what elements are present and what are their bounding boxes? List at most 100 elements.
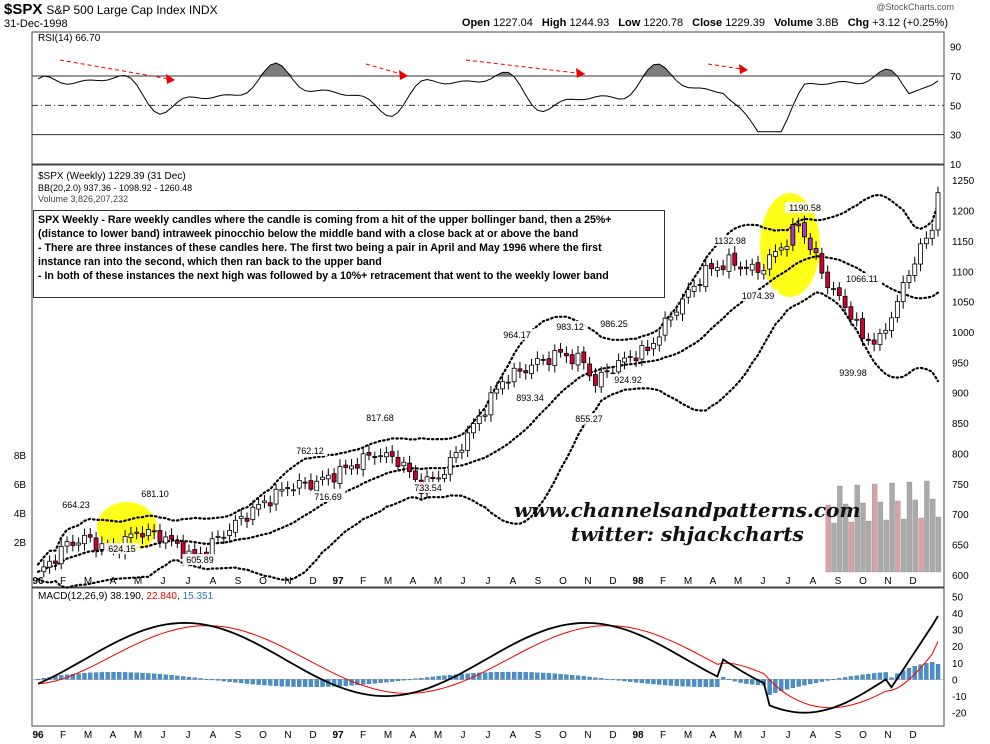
price-tick-label: 950	[952, 358, 969, 369]
macd-histogram-bar	[442, 675, 447, 680]
bollinger-upper	[36, 193, 940, 566]
price-label-bg	[709, 235, 751, 246]
macd-histogram-bar	[552, 673, 557, 680]
candle-body	[64, 541, 70, 547]
price-label-text: 964.17	[503, 330, 531, 340]
candle-body	[697, 284, 703, 286]
candle-body	[616, 360, 622, 373]
candle-body	[552, 350, 558, 366]
x-axis-label-macd: A	[410, 730, 417, 741]
rsi-tick-label: 50	[950, 101, 962, 112]
price-label-bg	[784, 202, 826, 213]
candle-body	[807, 237, 813, 251]
x-axis-label: A	[510, 576, 517, 587]
price-tick-label: 1100	[952, 267, 974, 278]
chart-date: 31-Dec-1998	[4, 18, 68, 30]
candle-body	[413, 470, 418, 480]
volume-bar	[837, 485, 843, 573]
candle-body	[848, 306, 854, 320]
macd-histogram-bar	[35, 679, 41, 681]
price-label-bg	[292, 445, 328, 456]
x-axis-label: 97	[332, 576, 344, 587]
macd-histogram-bar	[302, 679, 308, 687]
candle-body	[627, 355, 633, 358]
macd-histogram-bar	[430, 676, 435, 680]
macd-histogram-bar	[657, 679, 662, 685]
candle-body	[215, 535, 221, 538]
macd-histogram-bar	[918, 664, 923, 680]
macd-histogram-bar	[570, 675, 575, 680]
candle-body	[314, 480, 320, 492]
candle-body	[238, 515, 244, 519]
macd-histogram-bar	[709, 679, 714, 687]
candle-body	[517, 368, 523, 372]
price-tick-label: 750	[952, 480, 969, 491]
macd-histogram-bar	[221, 679, 226, 682]
macd-histogram-bar	[233, 679, 238, 683]
x-axis-label: J	[761, 576, 766, 587]
candle-body	[569, 354, 575, 365]
macd-histogram-bar	[575, 675, 581, 680]
x-axis-label: F	[60, 576, 66, 587]
x-axis-label: J	[161, 576, 166, 587]
price-label-bg	[410, 482, 446, 493]
macd-histogram-bar	[645, 679, 650, 684]
candle-body	[134, 531, 140, 534]
x-axis-label: N	[584, 576, 591, 587]
macd-histogram-bar	[424, 677, 430, 680]
macd-histogram-bar	[419, 678, 424, 680]
candle-body	[598, 371, 604, 388]
highlight-circle-1996	[97, 502, 157, 552]
volume-tick-label: 2B	[14, 538, 27, 549]
macd-histogram-bar	[831, 679, 836, 681]
macd-histogram-bar	[871, 673, 877, 680]
x-axis-label-macd: J	[461, 730, 466, 741]
price-label-text: 681.10	[141, 489, 169, 499]
price-legend: $SPX (Weekly) 1229.39 (31 Dec)	[38, 171, 186, 182]
candle-body	[755, 262, 761, 273]
macd-histogram-bar	[813, 679, 819, 683]
macd-histogram-bar	[181, 676, 186, 680]
x-axis-label-macd: S	[235, 730, 242, 741]
candle-body	[151, 530, 157, 533]
macd-histogram-bar	[924, 663, 929, 680]
x-axis-label: J	[461, 576, 466, 587]
price-label: 817.68	[362, 412, 398, 423]
macd-histogram-bar	[854, 675, 859, 680]
x-axis-label: 96	[32, 576, 44, 587]
price-label: 1190.58	[784, 202, 826, 213]
price-label: 762.12	[292, 445, 328, 456]
candle-body	[906, 275, 912, 283]
price-label-bg	[737, 290, 779, 301]
macd-histogram-bar	[674, 679, 679, 686]
macd-histogram-bar	[935, 663, 941, 680]
volume-bar	[930, 498, 936, 573]
candle-body	[836, 287, 842, 296]
macd-histogram-bar	[541, 672, 546, 680]
rsi-tick-label: 70	[950, 72, 962, 83]
macd-signal-line	[37, 625, 939, 709]
x-axis-label: J	[786, 576, 791, 587]
x-axis-label: N	[884, 576, 891, 587]
candle-body	[894, 301, 900, 319]
price-label: 624.15	[104, 543, 140, 554]
price-label-text: 762.12	[296, 446, 324, 456]
macd-histogram-bar	[378, 679, 383, 683]
macd-histogram-bar	[744, 679, 749, 684]
volume-bar	[860, 502, 866, 573]
price-label: 1074.39	[737, 290, 779, 301]
candle-body	[842, 295, 848, 308]
macd-histogram-bar	[732, 679, 737, 682]
candle-body	[256, 504, 262, 510]
x-axis-label-macd: M	[434, 730, 442, 741]
macd-histogram-bar	[866, 673, 871, 680]
x-axis-label: D	[909, 576, 916, 587]
macd-histogram-bar	[511, 671, 517, 680]
price-label-bg	[310, 491, 346, 502]
panel-frame-0	[31, 31, 945, 165]
x-axis-label: 98	[632, 576, 644, 587]
candle-body	[900, 282, 906, 302]
x-axis-label: J	[186, 576, 191, 587]
volume-bars	[825, 480, 942, 573]
candle-body	[685, 289, 691, 298]
